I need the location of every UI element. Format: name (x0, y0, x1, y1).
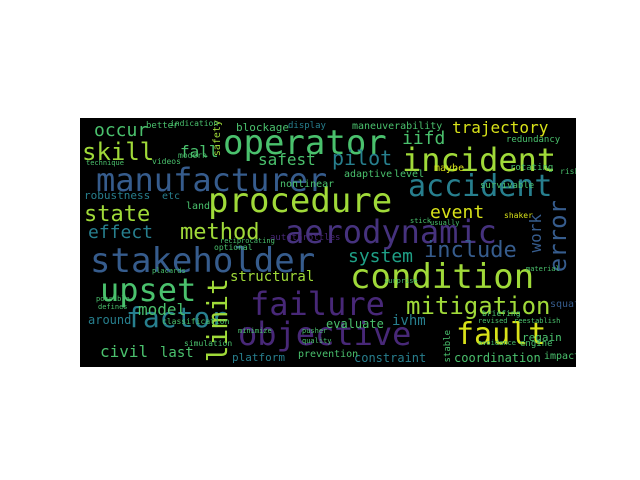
word-minimize: minimize (238, 327, 272, 335)
word-placards: placards (152, 267, 186, 275)
word-state: state (84, 202, 151, 227)
word-factor: factor (126, 301, 228, 334)
word-maybe: maybe (434, 163, 465, 174)
word-avoidance: avoidance (478, 339, 516, 347)
word-mitigation: mitigation (406, 292, 551, 320)
word-usually: usually (430, 219, 460, 227)
word-trajectory: trajectory (452, 118, 549, 137)
word-display: display (288, 121, 326, 131)
word-survivable: survivable (480, 181, 535, 191)
word-modern: modern (178, 151, 207, 160)
word-surprise: surprise (384, 277, 418, 285)
word-rotating: rotating (510, 163, 554, 173)
word-safest: safest (258, 150, 316, 169)
word-reciprocating: reciprocating (220, 237, 275, 245)
word-autothrottles: autothrottles (270, 233, 341, 243)
word-platform: platform (232, 351, 285, 364)
word-occur: occur (94, 120, 149, 141)
word-revised: revised (478, 317, 508, 325)
word-effect: effect (88, 222, 154, 243)
word-impact: impact (544, 351, 576, 362)
word-incident: incident (402, 141, 557, 179)
word-land: land (186, 201, 211, 212)
word-regain: regain (522, 331, 562, 344)
word-ivhm: ivhm (392, 313, 426, 329)
word-nonlinear: nonlinear (280, 179, 335, 190)
word-coordination: coordination (454, 351, 541, 365)
word-upset: upset (100, 271, 197, 309)
word-possible: possible (96, 295, 130, 303)
word-adaptive: adaptive (344, 169, 393, 180)
word-redundancy: redundancy (506, 135, 561, 145)
word-prevention: prevention (298, 349, 359, 360)
word-pusher: pusher (302, 327, 328, 335)
word-last: last (160, 345, 194, 361)
word-optional: optional (214, 243, 253, 252)
word-defines: defines (98, 303, 128, 311)
word-constraint: constraint (354, 351, 427, 365)
word-fall: fall (180, 142, 219, 161)
word-around: around (88, 313, 132, 327)
word-cloud: operator incident manufacturer procedure… (80, 118, 576, 367)
word-condition: condition (350, 257, 535, 297)
word-system: system (348, 246, 414, 267)
word-squat: squat (550, 299, 576, 310)
word-civil: civil (100, 342, 149, 361)
word-include: include (424, 238, 517, 263)
word-accident: accident (408, 169, 553, 204)
word-event: event (430, 202, 485, 223)
word-robustness: robustness (84, 189, 151, 202)
word-structural: structural (230, 269, 315, 285)
word-risk: risk (560, 167, 576, 176)
word-briefing: briefing (482, 309, 521, 318)
word-material: material (526, 265, 560, 273)
word-classification: classification (162, 317, 230, 326)
word-maneuverability: maneuverability (352, 121, 443, 132)
word-videos: videos (152, 157, 181, 166)
word-indication: indication (170, 119, 219, 128)
word-engine: engine (520, 339, 553, 349)
word-quality: quality (302, 337, 332, 345)
word-manufacturer: manufacturer (96, 161, 328, 199)
word-procedure: procedure (208, 181, 393, 221)
word-technique: technique (86, 159, 124, 167)
word-etc: etc (162, 191, 181, 202)
word-reestablish: reestablish (514, 317, 561, 325)
word-simulation: simulation (184, 339, 233, 348)
word-better: better (146, 121, 179, 131)
word-operator: operator (223, 123, 387, 163)
word-blockage: blockage (236, 121, 289, 134)
word-aerodynamic: aerodynamic (285, 213, 497, 251)
word-shaker: shaker (504, 211, 533, 220)
word-evaluate: evaluate (326, 317, 384, 331)
word-method: method (180, 220, 260, 245)
word-skill: skill (82, 138, 155, 166)
word-level: level (394, 169, 425, 180)
word-error: error (544, 200, 572, 273)
word-model: model (138, 300, 187, 319)
word-iifd: iifd (402, 128, 446, 149)
word-stakeholder: stakeholder (90, 241, 316, 281)
word-objective: objective (238, 315, 412, 353)
word-pilot: pilot (332, 146, 393, 170)
word-stable: stable (443, 330, 453, 363)
word-fault: fault (456, 317, 547, 352)
word-failure: failure (250, 285, 385, 323)
word-stick: stick (410, 217, 432, 225)
